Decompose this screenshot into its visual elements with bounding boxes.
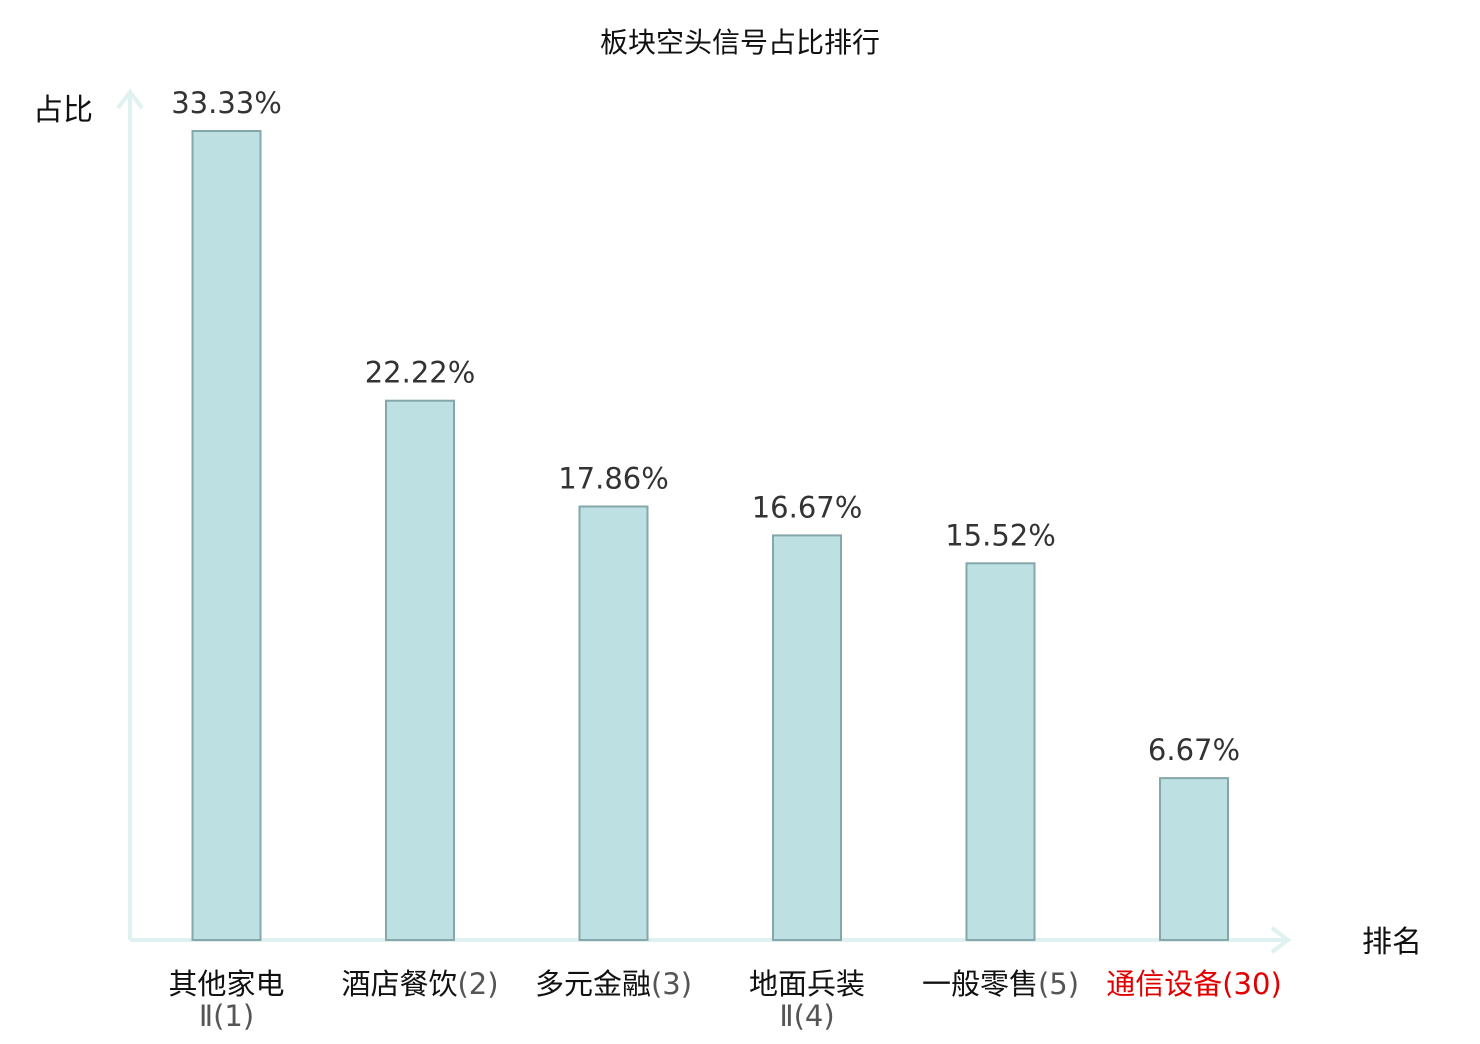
bar-5 (965, 562, 1036, 941)
category-name-6: 通信设备 (1106, 967, 1222, 1001)
category-rank-1: Ⅱ(1) (199, 999, 254, 1033)
chart-title: 板块空头信号占比排行 (600, 26, 880, 59)
value-label-3: 17.86% (558, 462, 669, 496)
value-label-6: 6.67% (1148, 733, 1240, 767)
category-name-1: 其他家电 (168, 967, 284, 1001)
category-label-4: 地面兵装 Ⅱ(4) (749, 967, 865, 1033)
category-name-3: 多元金融 (535, 967, 651, 1001)
bar-3 (578, 505, 649, 941)
bars-group (191, 130, 1229, 942)
x-axis-label: 排名 (1362, 925, 1422, 960)
category-rank-2: (2) (457, 967, 498, 1001)
category-label-2: 酒店餐饮(2) (341, 967, 498, 1001)
y-axis-label: 占比 (33, 93, 93, 128)
category-label-3: 多元金融(3) (535, 967, 692, 1001)
category-name-4: 地面兵装 (749, 967, 865, 1001)
bar-2 (385, 399, 455, 941)
category-label-6: 通信设备(30) (1106, 967, 1282, 1001)
value-labels-group: 33.33% 22.22% 17.86% 16.67% 15.52% 6.67% (171, 86, 1240, 767)
category-rank-5: (5) (1038, 967, 1079, 1001)
value-label-2: 22.22% (365, 356, 476, 390)
bar-1 (191, 130, 262, 941)
x-axis-arrow (1270, 926, 1292, 954)
category-labels-group: 其他家电 Ⅱ(1) 酒店餐饮(2) 多元金融(3) 地面兵装 Ⅱ(4) 一般零售(5) 通信设… (168, 967, 1281, 1033)
category-label-1: 其他家电 Ⅱ(1) (168, 967, 284, 1033)
y-axis-arrow (116, 88, 144, 110)
bar-4 (772, 534, 842, 942)
category-rank-4: Ⅱ(4) (779, 999, 834, 1033)
category-rank-6: (30) (1222, 967, 1282, 1001)
category-name-5: 一般零售 (922, 967, 1038, 1001)
value-label-4: 16.67% (752, 490, 863, 524)
category-rank-3: (3) (651, 967, 692, 1001)
category-name-2: 酒店餐饮 (341, 967, 457, 1001)
value-label-5: 15.52% (945, 518, 1056, 552)
value-label-1: 33.33% (171, 86, 282, 120)
bar-6 (1159, 777, 1229, 941)
category-label-5: 一般零售(5) (922, 967, 1079, 1001)
